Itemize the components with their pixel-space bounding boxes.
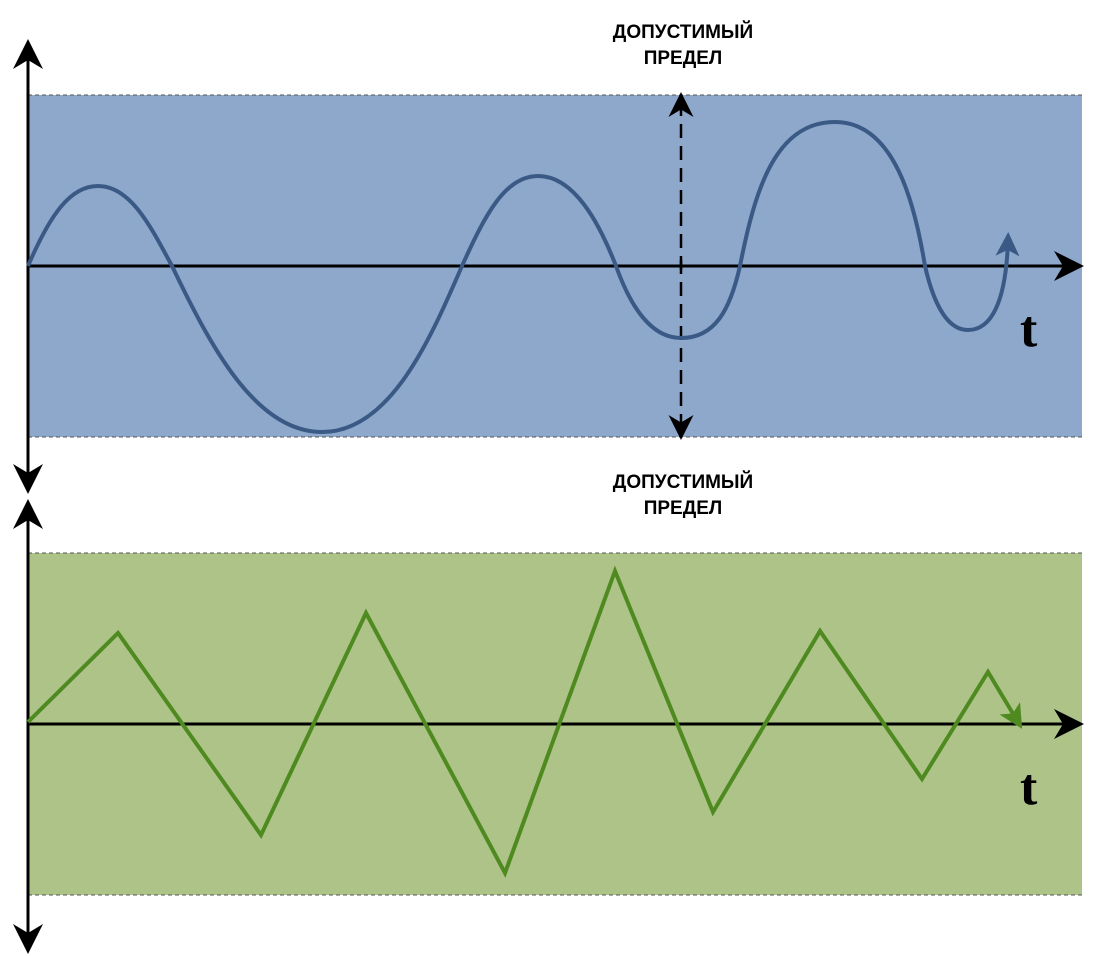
time-axis-label: t <box>1020 759 1038 816</box>
signal-wave <box>26 119 1020 435</box>
time-axis-label: t <box>1020 301 1038 358</box>
limit-label-line1: ДОПУСТИМЫЙ <box>613 21 753 43</box>
limit-label-line2: ПРЕДЕЛ <box>644 498 723 519</box>
limit-label-line1: ДОПУСТИМЫЙ <box>613 471 753 493</box>
limit-label-line2: ПРЕДЕЛ <box>644 48 723 69</box>
signal-zigzag <box>26 565 1023 878</box>
panel-blue: ДОПУСТИМЫЙ ПРЕДЕЛ t <box>12 21 1084 494</box>
panel-green: ДОПУСТИМЫЙ ПРЕДЕЛ t <box>12 471 1084 954</box>
